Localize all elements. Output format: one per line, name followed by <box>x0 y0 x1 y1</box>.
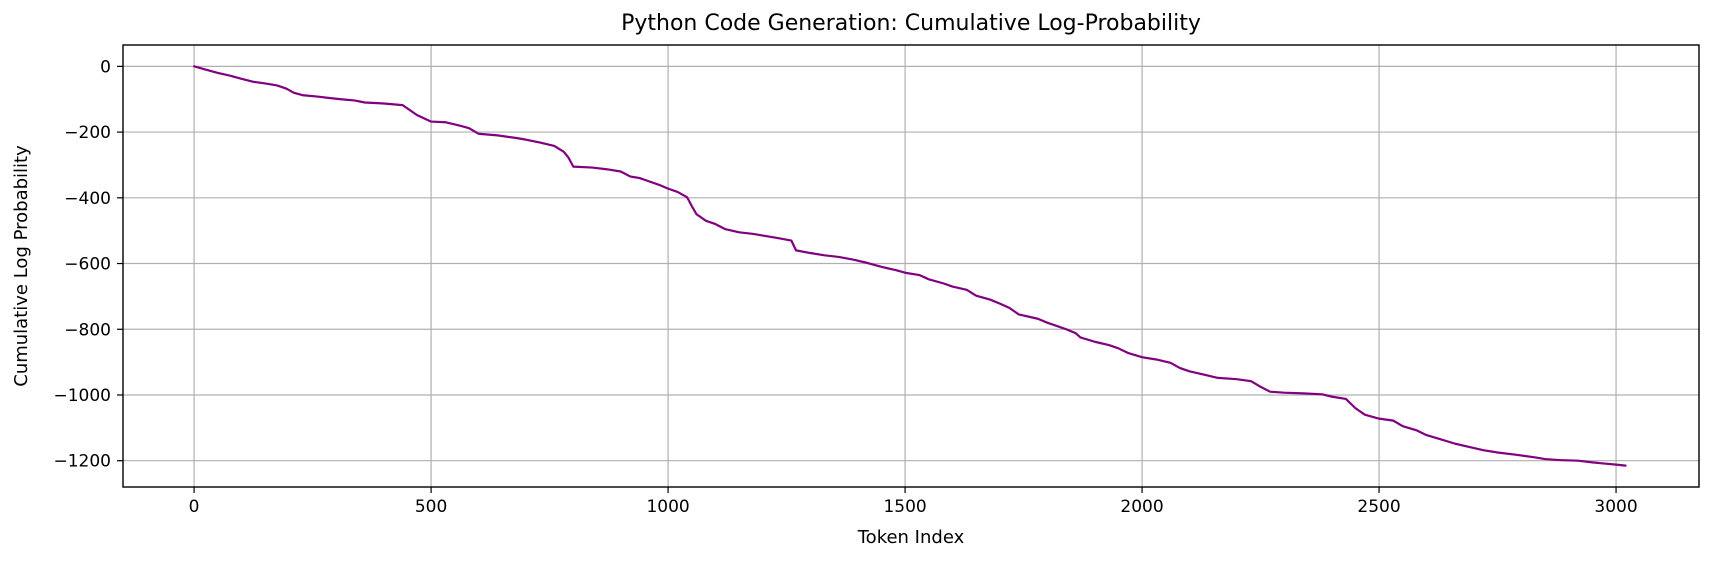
y-tick-label: −1200 <box>53 452 111 472</box>
grid-layer <box>123 45 1699 487</box>
x-tick-label: 1500 <box>883 497 926 517</box>
x-axis-title: Token Index <box>857 527 965 548</box>
y-tick-label: −1000 <box>53 386 111 406</box>
y-tick-label: −200 <box>64 123 111 143</box>
series-layer <box>193 65 1627 467</box>
x-tick-label: 2000 <box>1120 497 1163 517</box>
x-tick-label: 2500 <box>1357 497 1400 517</box>
y-tick-label: −600 <box>64 255 111 275</box>
y-tick-label: −800 <box>64 320 111 340</box>
y-axis-title: Cumulative Log Probability <box>11 145 32 387</box>
y-tick-label: 0 <box>100 57 111 77</box>
x-tick-label: 1000 <box>646 497 689 517</box>
tick-layer: 0 500 1000 1500 2000 2500 3000 0 −200 −400 −600 −80… <box>53 57 1637 517</box>
x-tick-label: 500 <box>415 497 447 517</box>
x-tick-label: 0 <box>189 497 200 517</box>
plot-frame <box>122 44 1700 488</box>
chart-title: Python Code Generation: Cumulative Log-P… <box>621 11 1201 36</box>
x-tick-label: 3000 <box>1594 497 1637 517</box>
y-tick-label: −400 <box>64 189 111 209</box>
series-line <box>193 65 1627 467</box>
